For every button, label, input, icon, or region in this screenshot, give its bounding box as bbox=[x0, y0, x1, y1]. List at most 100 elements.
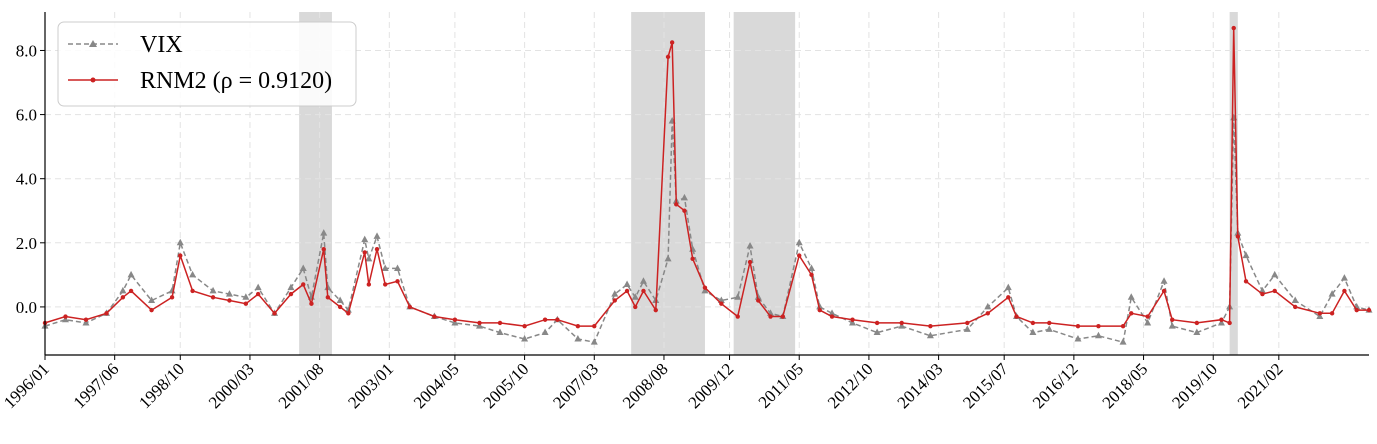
data-point-0-54 bbox=[795, 238, 803, 246]
x-tick-label-6: 2004/05 bbox=[410, 359, 463, 412]
data-point-0-1 bbox=[61, 315, 69, 323]
data-point-0-31 bbox=[496, 328, 504, 336]
data-point-1-9 bbox=[190, 288, 195, 294]
data-point-1-70 bbox=[1120, 323, 1126, 329]
data-point-1-5 bbox=[128, 288, 134, 294]
data-point-1-88 bbox=[1366, 307, 1372, 313]
data-point-1-14 bbox=[272, 311, 277, 316]
data-point-1-20 bbox=[337, 304, 343, 310]
data-point-1-41 bbox=[653, 307, 658, 313]
series-lines bbox=[41, 25, 1373, 345]
data-point-0-82 bbox=[1271, 270, 1279, 278]
data-point-0-8 bbox=[176, 238, 184, 246]
y-tick-label-0: 0.0 bbox=[16, 298, 37, 317]
data-point-1-78 bbox=[1231, 25, 1236, 31]
data-point-1-86 bbox=[1342, 288, 1347, 294]
data-point-1-65 bbox=[1014, 314, 1019, 319]
data-point-0-13 bbox=[254, 283, 262, 291]
x-tick-label-14: 2015/07 bbox=[959, 359, 1012, 412]
x-tick-label-7: 2005/10 bbox=[480, 359, 533, 412]
data-point-1-46 bbox=[690, 256, 695, 262]
data-point-1-61 bbox=[928, 323, 933, 329]
shaded-periods bbox=[299, 12, 1238, 355]
data-point-0-32 bbox=[521, 334, 529, 342]
data-point-1-32 bbox=[522, 323, 527, 329]
data-point-1-13 bbox=[255, 291, 261, 297]
data-point-0-56 bbox=[816, 302, 824, 310]
data-point-1-82 bbox=[1272, 288, 1277, 294]
data-point-0-36 bbox=[590, 338, 598, 345]
data-point-1-4 bbox=[120, 295, 126, 300]
x-tick-label-16: 2018/05 bbox=[1099, 359, 1152, 412]
x-tick-label-15: 2016/12 bbox=[1029, 359, 1082, 412]
data-point-1-38 bbox=[624, 288, 630, 294]
x-tick-label-10: 2009/12 bbox=[685, 359, 738, 412]
data-point-0-25 bbox=[381, 264, 389, 271]
data-point-0-59 bbox=[873, 328, 881, 336]
data-point-1-68 bbox=[1075, 323, 1081, 329]
data-point-1-2 bbox=[83, 317, 89, 322]
data-point-1-76 bbox=[1219, 317, 1224, 322]
series-line-0 bbox=[44, 117, 1370, 344]
legend-vix-label: VIX bbox=[140, 32, 183, 58]
data-point-0-61 bbox=[926, 331, 934, 339]
data-point-1-64 bbox=[1006, 295, 1011, 300]
data-point-0-67 bbox=[1045, 325, 1053, 332]
data-point-1-72 bbox=[1145, 314, 1150, 319]
data-point-1-12 bbox=[243, 301, 249, 306]
data-point-1-31 bbox=[497, 320, 503, 326]
data-point-0-19 bbox=[324, 283, 332, 291]
data-point-1-37 bbox=[612, 298, 617, 303]
data-point-0-16 bbox=[299, 264, 307, 271]
data-point-1-58 bbox=[850, 317, 855, 322]
data-point-0-9 bbox=[189, 270, 197, 278]
data-point-1-33 bbox=[542, 317, 548, 322]
data-point-0-42 bbox=[664, 254, 672, 262]
data-point-0-60 bbox=[898, 322, 906, 329]
data-point-0-29 bbox=[451, 318, 459, 326]
data-point-1-43 bbox=[669, 40, 675, 45]
data-point-0-74 bbox=[1168, 322, 1176, 329]
data-point-1-73 bbox=[1161, 288, 1167, 294]
data-point-0-85 bbox=[1328, 290, 1336, 297]
data-point-1-26 bbox=[395, 279, 400, 284]
data-point-0-15 bbox=[287, 283, 295, 291]
data-point-1-84 bbox=[1317, 311, 1323, 316]
data-point-1-77 bbox=[1227, 320, 1232, 326]
data-point-1-27 bbox=[407, 304, 413, 310]
data-point-0-62 bbox=[963, 325, 971, 332]
data-point-1-1 bbox=[63, 314, 68, 319]
data-point-1-35 bbox=[575, 323, 581, 329]
data-point-0-50 bbox=[746, 242, 754, 249]
data-point-1-25 bbox=[383, 282, 388, 287]
legend-box bbox=[57, 21, 357, 107]
data-point-0-57 bbox=[828, 309, 836, 316]
data-point-1-7 bbox=[169, 295, 175, 300]
x-tick-label-3: 2000/03 bbox=[205, 359, 258, 412]
data-point-0-72 bbox=[1144, 318, 1152, 326]
data-point-1-85 bbox=[1329, 311, 1335, 316]
data-point-0-73 bbox=[1160, 277, 1168, 284]
data-point-1-60 bbox=[899, 320, 904, 326]
data-point-1-24 bbox=[374, 247, 380, 252]
data-point-1-69 bbox=[1096, 323, 1101, 329]
data-point-0-70 bbox=[1119, 338, 1127, 345]
shaded-period-2 bbox=[733, 12, 796, 355]
data-point-0-86 bbox=[1340, 274, 1348, 281]
data-point-1-3 bbox=[104, 311, 109, 316]
data-point-1-47 bbox=[702, 285, 708, 290]
data-point-1-53 bbox=[780, 314, 786, 319]
data-point-0-26 bbox=[394, 264, 402, 271]
data-point-1-50 bbox=[747, 259, 753, 265]
data-point-0-69 bbox=[1094, 331, 1102, 339]
data-point-1-48 bbox=[719, 301, 724, 306]
data-point-1-40 bbox=[641, 288, 646, 294]
data-point-1-55 bbox=[809, 272, 814, 278]
data-point-1-11 bbox=[227, 298, 232, 303]
y-tick-label-2: 4.0 bbox=[16, 170, 37, 189]
data-point-0-11 bbox=[225, 290, 233, 297]
data-point-1-8 bbox=[178, 253, 183, 258]
data-point-1-54 bbox=[797, 253, 802, 258]
y-tick-label-3: 6.0 bbox=[16, 106, 37, 125]
